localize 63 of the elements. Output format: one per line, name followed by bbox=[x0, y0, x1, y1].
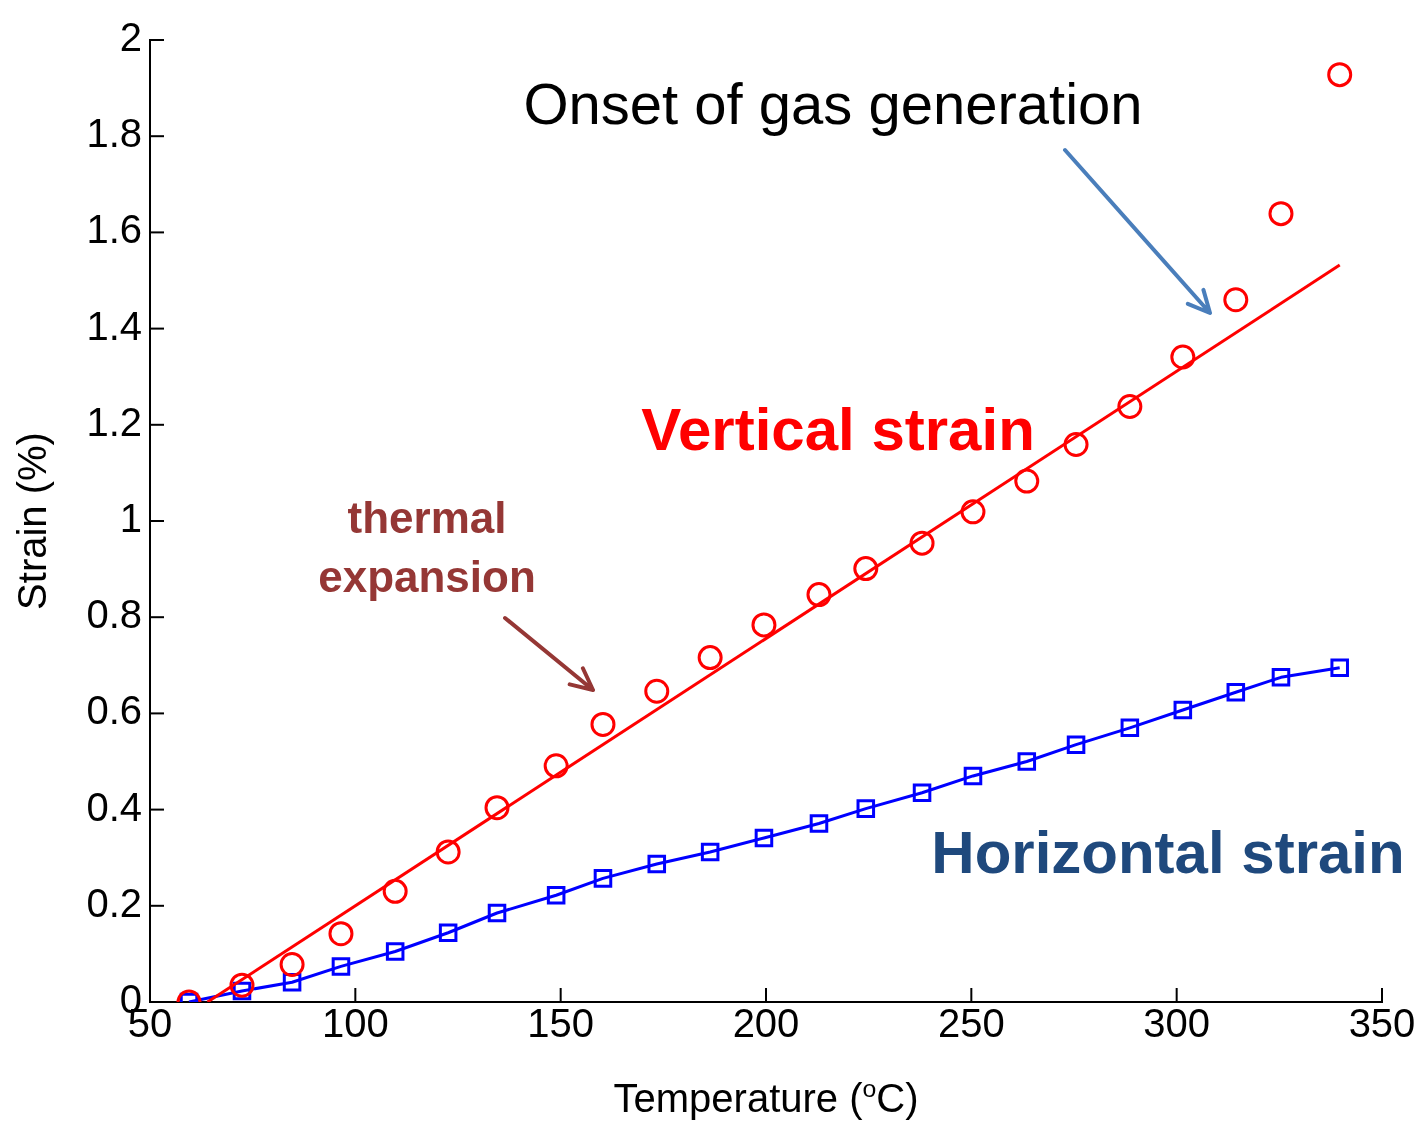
point bbox=[853, 556, 879, 582]
point bbox=[590, 711, 616, 737]
point bbox=[546, 885, 566, 905]
point bbox=[1170, 344, 1196, 370]
y-tick-label: 1.6 bbox=[86, 207, 142, 252]
point bbox=[697, 645, 723, 671]
point bbox=[1173, 700, 1193, 720]
point bbox=[328, 921, 354, 947]
point bbox=[331, 957, 351, 976]
point bbox=[1014, 468, 1040, 494]
point bbox=[644, 678, 670, 704]
point bbox=[912, 783, 932, 803]
point bbox=[809, 814, 829, 833]
y-tick-label: 1 bbox=[119, 496, 142, 541]
point bbox=[1223, 287, 1249, 313]
point bbox=[909, 530, 935, 556]
x-tick-label: 350 bbox=[1348, 1001, 1416, 1046]
point bbox=[1066, 735, 1086, 754]
point bbox=[1327, 62, 1353, 88]
point bbox=[1017, 752, 1037, 771]
point bbox=[754, 828, 774, 848]
point bbox=[1120, 718, 1140, 738]
annotation: thermal expansion bbox=[318, 493, 536, 602]
point bbox=[279, 951, 305, 977]
point bbox=[385, 942, 405, 961]
y-tick-label: 1.2 bbox=[86, 399, 142, 444]
series-label: Horizontal strain bbox=[931, 818, 1405, 886]
y-tick-label: 0.2 bbox=[86, 880, 142, 925]
point bbox=[1117, 394, 1143, 420]
x-tick-label: 200 bbox=[732, 1001, 800, 1046]
x-tick-label: 150 bbox=[527, 1001, 595, 1046]
point bbox=[382, 878, 408, 904]
point bbox=[856, 799, 876, 818]
point bbox=[960, 499, 986, 525]
point bbox=[1226, 682, 1246, 702]
series-label: Vertical strain bbox=[641, 395, 1035, 463]
point bbox=[1268, 201, 1294, 227]
y-axis-title: Strain (%) bbox=[10, 432, 54, 610]
point bbox=[963, 766, 983, 786]
y-tick-label: 1.4 bbox=[86, 303, 142, 348]
point bbox=[700, 842, 720, 862]
y-tick-label: 0.4 bbox=[86, 784, 142, 829]
point bbox=[751, 612, 777, 638]
point bbox=[435, 839, 461, 865]
point bbox=[229, 972, 255, 998]
annotation: Onset of gas generation bbox=[523, 71, 1143, 136]
y-tick-label: 0.8 bbox=[86, 592, 142, 637]
point bbox=[484, 795, 510, 821]
point bbox=[593, 869, 613, 888]
x-tick-label: 250 bbox=[937, 1001, 1005, 1046]
point bbox=[806, 582, 832, 608]
point bbox=[487, 903, 507, 923]
point bbox=[1330, 658, 1349, 677]
point bbox=[1271, 668, 1291, 687]
y-tick-label: 1.8 bbox=[86, 111, 142, 156]
point bbox=[438, 923, 458, 943]
point bbox=[647, 854, 667, 874]
x-tick-label: 100 bbox=[321, 1001, 389, 1046]
point bbox=[1063, 432, 1089, 458]
y-tick-label: 0.6 bbox=[86, 688, 142, 733]
y-tick-label: 2 bbox=[119, 15, 142, 60]
x-tick-label: 300 bbox=[1143, 1001, 1211, 1046]
point bbox=[543, 753, 569, 779]
